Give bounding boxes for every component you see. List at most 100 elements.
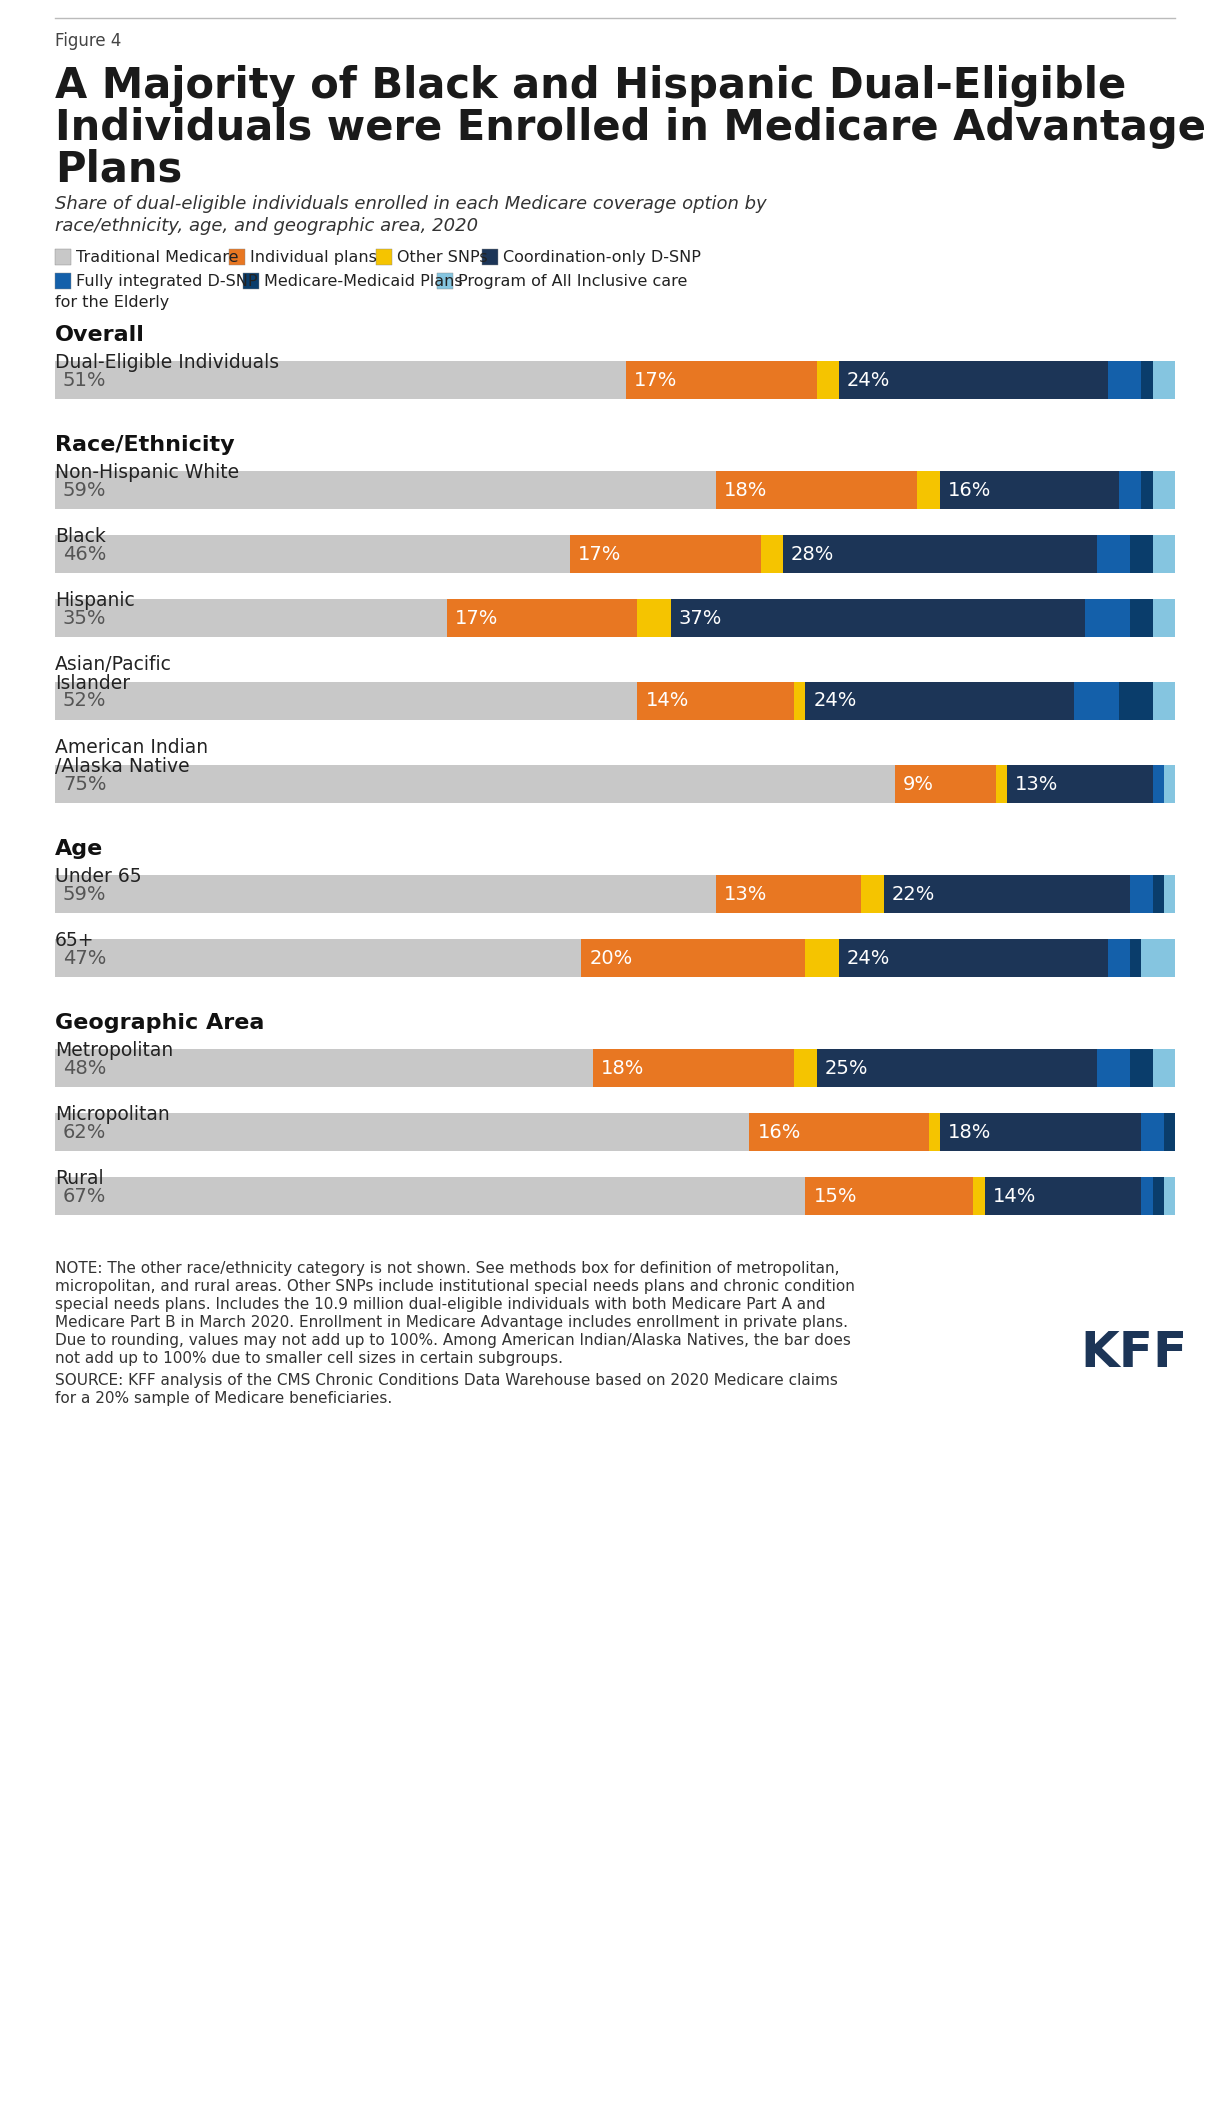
Text: Program of All Inclusive care: Program of All Inclusive care xyxy=(458,274,687,289)
Text: /Alaska Native: /Alaska Native xyxy=(55,758,189,777)
Bar xyxy=(1142,471,1153,509)
Bar xyxy=(55,471,716,509)
Bar xyxy=(1164,874,1175,912)
Bar xyxy=(996,766,1006,802)
Text: Race/Ethnicity: Race/Ethnicity xyxy=(55,435,234,454)
Text: for the Elderly: for the Elderly xyxy=(55,295,170,310)
Text: micropolitan, and rural areas. Other SNPs include institutional special needs pl: micropolitan, and rural areas. Other SNP… xyxy=(55,1280,855,1294)
Bar xyxy=(716,471,917,509)
Bar xyxy=(783,535,1097,573)
Bar xyxy=(1153,535,1175,573)
Text: Plans: Plans xyxy=(55,149,182,191)
Text: Individual plans: Individual plans xyxy=(250,250,377,265)
Text: special needs plans. Includes the 10.9 million dual-eligible individuals with bo: special needs plans. Includes the 10.9 m… xyxy=(55,1297,826,1311)
Bar xyxy=(1142,1178,1153,1216)
Bar xyxy=(55,1114,749,1150)
Bar xyxy=(749,1114,928,1150)
Bar xyxy=(1086,598,1130,637)
Bar xyxy=(637,598,671,637)
Bar xyxy=(839,940,1108,976)
Bar xyxy=(1164,1114,1175,1150)
Bar xyxy=(1153,766,1164,802)
Bar xyxy=(985,1178,1142,1216)
Text: Non-Hispanic White: Non-Hispanic White xyxy=(55,463,239,482)
Text: KFF: KFF xyxy=(1080,1328,1187,1377)
Text: Hispanic: Hispanic xyxy=(55,592,134,609)
Text: 20%: 20% xyxy=(589,949,633,968)
Bar xyxy=(861,874,883,912)
Text: race/ethnicity, age, and geographic area, 2020: race/ethnicity, age, and geographic area… xyxy=(55,216,478,236)
Bar xyxy=(55,874,716,912)
Text: 24%: 24% xyxy=(814,692,856,711)
Text: Micropolitan: Micropolitan xyxy=(55,1106,170,1125)
Bar xyxy=(1153,361,1175,399)
Text: Black: Black xyxy=(55,526,106,545)
Text: not add up to 100% due to smaller cell sizes in certain subgroups.: not add up to 100% due to smaller cell s… xyxy=(55,1352,562,1367)
Text: 59%: 59% xyxy=(63,885,106,904)
Bar xyxy=(1153,1048,1175,1086)
Text: Share of dual-eligible individuals enrolled in each Medicare coverage option by: Share of dual-eligible individuals enrol… xyxy=(55,195,766,212)
Bar xyxy=(1097,1048,1130,1086)
Text: 15%: 15% xyxy=(814,1186,856,1205)
Text: Overall: Overall xyxy=(55,325,145,346)
Bar xyxy=(447,598,637,637)
Text: SOURCE: KFF analysis of the CMS Chronic Conditions Data Warehouse based on 2020 : SOURCE: KFF analysis of the CMS Chronic … xyxy=(55,1373,838,1388)
Text: Traditional Medicare: Traditional Medicare xyxy=(76,250,238,265)
Bar xyxy=(570,535,760,573)
Bar xyxy=(1153,471,1175,509)
Text: 67%: 67% xyxy=(63,1186,106,1205)
Bar xyxy=(794,1048,816,1086)
Text: 17%: 17% xyxy=(634,371,677,390)
Text: 17%: 17% xyxy=(455,609,499,628)
Bar xyxy=(582,940,805,976)
Bar xyxy=(55,681,637,719)
Bar xyxy=(1108,940,1130,976)
Text: 18%: 18% xyxy=(948,1123,991,1142)
Bar xyxy=(593,1048,794,1086)
Bar xyxy=(1097,535,1130,573)
Text: Other SNPs: Other SNPs xyxy=(396,250,488,265)
Text: 17%: 17% xyxy=(578,545,621,564)
Text: American Indian: American Indian xyxy=(55,738,209,758)
Text: Rural: Rural xyxy=(55,1169,104,1188)
Bar xyxy=(805,940,839,976)
Text: 46%: 46% xyxy=(63,545,106,564)
Text: Medicare Part B in March 2020. Enrollment in Medicare Advantage includes enrollm: Medicare Part B in March 2020. Enrollmen… xyxy=(55,1316,848,1330)
Bar xyxy=(637,681,794,719)
Bar xyxy=(437,274,453,289)
Bar xyxy=(55,1048,593,1086)
Text: 65+: 65+ xyxy=(55,932,94,951)
Bar xyxy=(1164,1178,1175,1216)
Text: 59%: 59% xyxy=(63,480,106,499)
Bar xyxy=(1119,681,1153,719)
Text: 14%: 14% xyxy=(645,692,689,711)
Text: 48%: 48% xyxy=(63,1059,106,1078)
Bar xyxy=(55,940,582,976)
Bar xyxy=(716,874,861,912)
Bar xyxy=(1119,471,1142,509)
Bar xyxy=(55,535,570,573)
Bar xyxy=(1153,598,1175,637)
Text: Medicare-Medicaid Plans: Medicare-Medicaid Plans xyxy=(264,274,462,289)
Bar xyxy=(1006,766,1153,802)
Bar xyxy=(1130,940,1142,976)
Bar xyxy=(1142,940,1175,976)
Bar xyxy=(1153,681,1175,719)
Bar xyxy=(816,361,839,399)
Bar xyxy=(626,361,816,399)
Text: Metropolitan: Metropolitan xyxy=(55,1042,173,1061)
Text: Fully integrated D-SNP: Fully integrated D-SNP xyxy=(76,274,257,289)
Text: 24%: 24% xyxy=(847,371,891,390)
Text: 18%: 18% xyxy=(600,1059,644,1078)
Bar xyxy=(1130,535,1153,573)
Text: Age: Age xyxy=(55,838,104,859)
Bar xyxy=(55,274,71,289)
Text: Geographic Area: Geographic Area xyxy=(55,1012,265,1033)
Text: Individuals were Enrolled in Medicare Advantage: Individuals were Enrolled in Medicare Ad… xyxy=(55,106,1207,149)
Bar xyxy=(1164,766,1175,802)
Text: Under 65: Under 65 xyxy=(55,868,142,887)
Bar xyxy=(55,361,626,399)
Bar xyxy=(1130,874,1153,912)
Bar xyxy=(1108,361,1142,399)
Bar xyxy=(55,248,71,265)
